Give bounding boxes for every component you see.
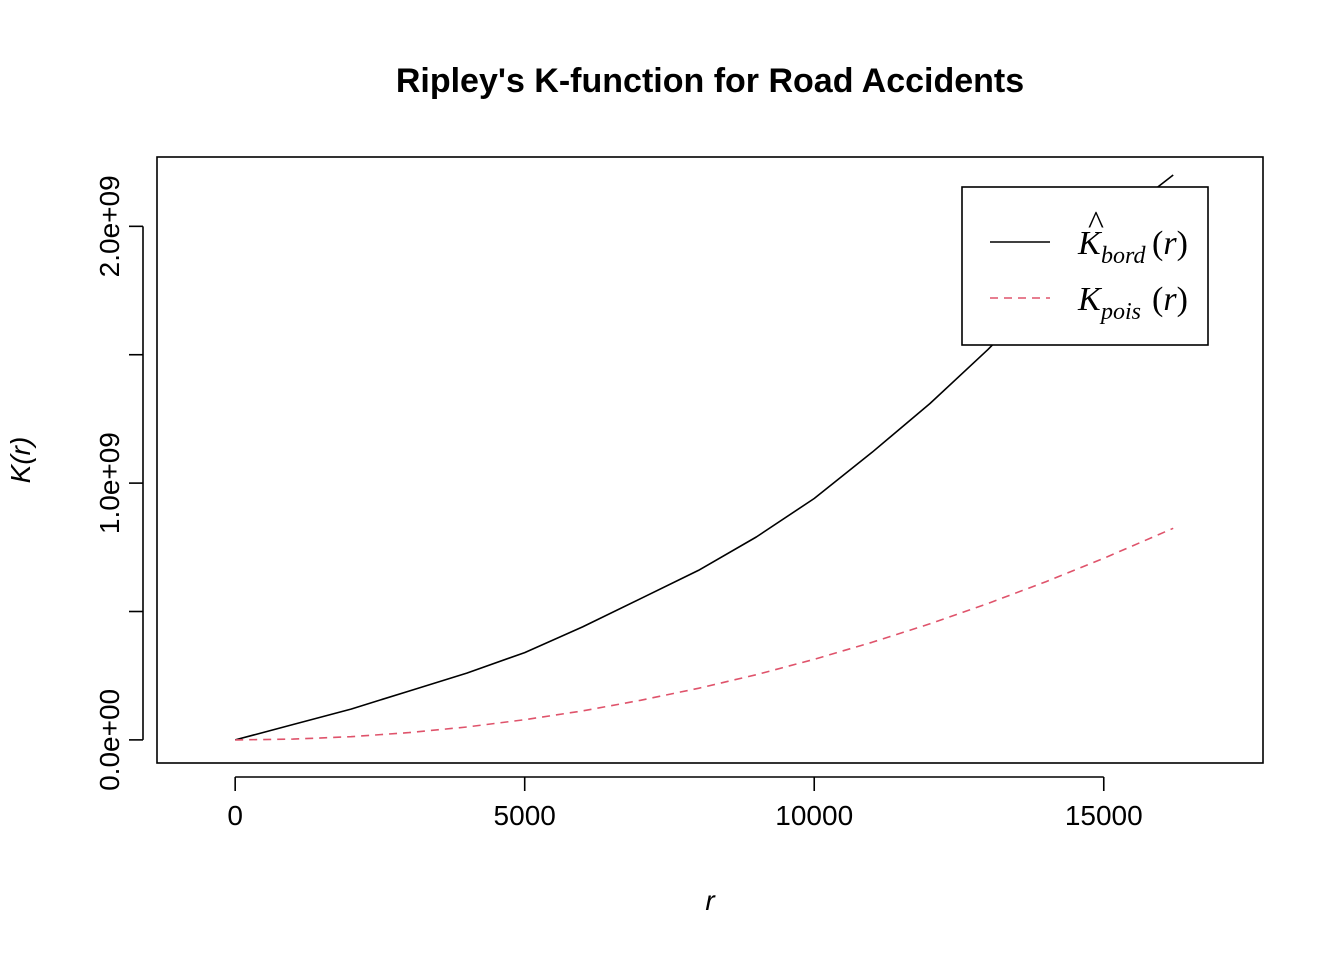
chart-title: Ripley's K-function for Road Accidents (396, 62, 1024, 100)
legend-box (961, 186, 1209, 346)
x-axis: 0 5000 10000 15000 (227, 776, 1143, 831)
y-tick-label: 2.0e+09 (94, 175, 125, 277)
y-axis-label: K(r) (5, 437, 36, 484)
legend-sub-pois: pois (1099, 299, 1141, 325)
legend-arg-bord: (r) (1152, 225, 1188, 262)
x-axis-label: r (705, 885, 716, 916)
legend: K^bord (r)K pois (r) (961, 186, 1209, 346)
x-tick-label: 0 (227, 800, 243, 831)
y-tick-label: 0.0e+00 (94, 689, 125, 791)
legend-label-bord: K (1077, 225, 1103, 262)
series-line-pois (235, 527, 1174, 741)
x-tick-label: 10000 (775, 800, 853, 831)
legend-sub-bord: bord (1101, 243, 1146, 269)
x-tick-label: 15000 (1065, 800, 1143, 831)
x-tick-label: 5000 (494, 800, 556, 831)
y-axis: 0.0e+00 1.0e+09 2.0e+09 (94, 175, 144, 791)
legend-arg-pois: (r) (1152, 281, 1188, 318)
legend-label-pois: K (1077, 281, 1103, 318)
y-tick-label: 1.0e+09 (94, 432, 125, 534)
plot-frame (156, 156, 1264, 764)
legend-hat-bord: ^ (1088, 205, 1104, 242)
